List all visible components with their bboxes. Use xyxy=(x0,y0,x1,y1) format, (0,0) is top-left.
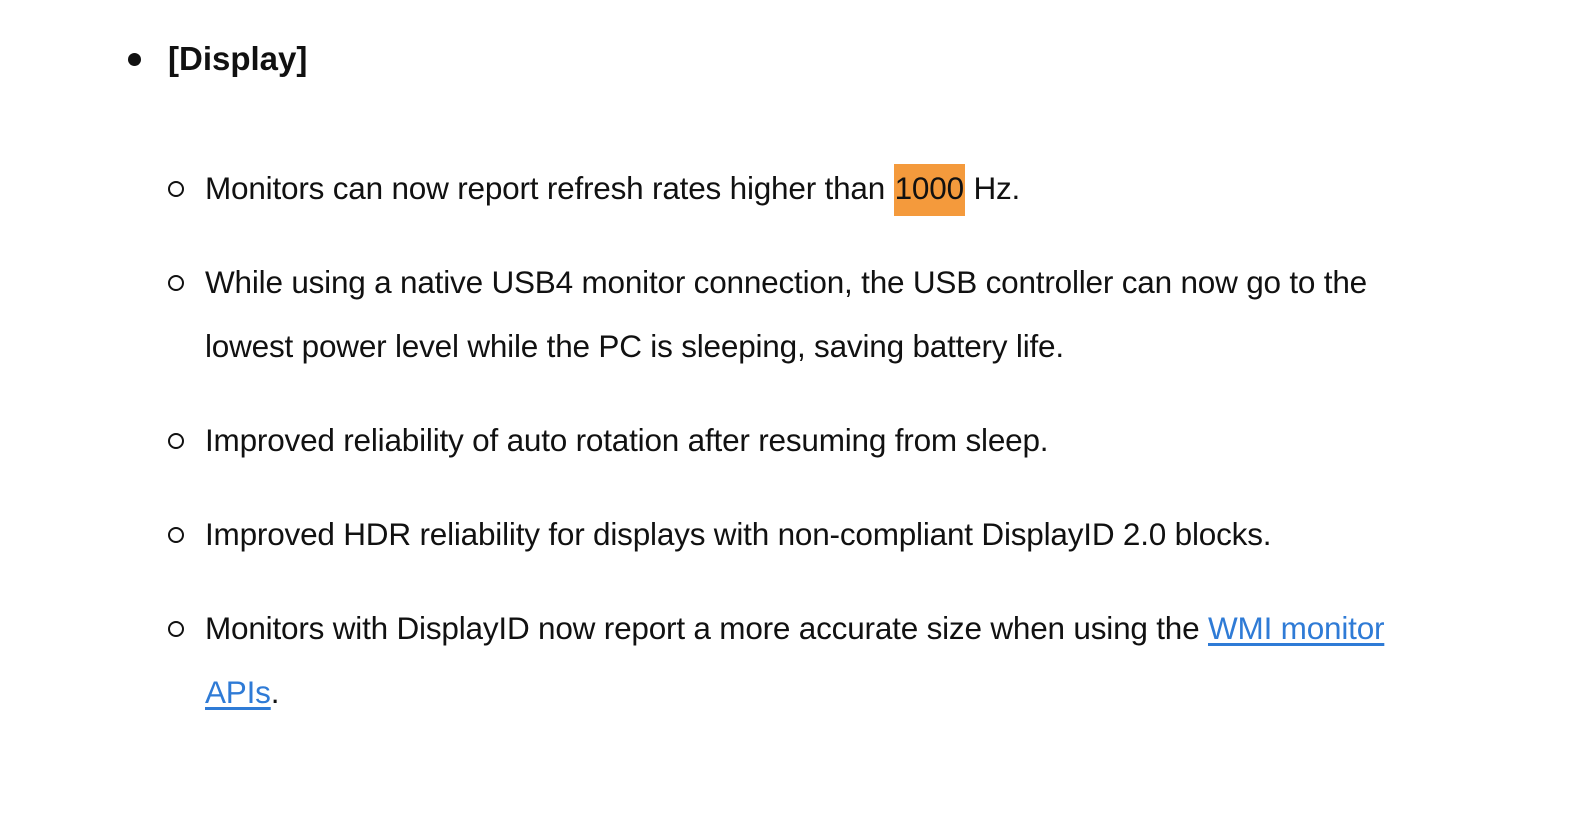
circle-bullet-icon xyxy=(168,275,184,291)
item-text: Monitors can now report refresh rates hi… xyxy=(205,170,894,206)
item-text: While using a native USB4 monitor connec… xyxy=(205,264,1367,364)
item-text: Improved HDR reliability for displays wi… xyxy=(205,516,1272,552)
display-changes-list: Monitors can now report refresh rates hi… xyxy=(164,156,1454,754)
item-text-end: . xyxy=(270,674,280,710)
section-title: [Display] xyxy=(168,40,308,77)
item-text-end: Hz. xyxy=(964,170,1021,206)
bullet-icon xyxy=(128,52,141,66)
list-item: Monitors with DisplayID now report a mor… xyxy=(164,596,1454,724)
circle-bullet-icon xyxy=(168,527,184,543)
circle-bullet-icon xyxy=(168,181,184,197)
circle-bullet-icon xyxy=(168,621,184,637)
circle-bullet-icon xyxy=(168,433,184,449)
wmi-monitor-apis-link[interactable]: WMI monitor APIs xyxy=(205,610,1385,710)
item-text: Improved reliability of auto rotation af… xyxy=(205,422,1049,458)
list-item: While using a native USB4 monitor connec… xyxy=(164,250,1454,378)
list-item: Monitors can now report refresh rates hi… xyxy=(164,156,1454,220)
section-heading: [Display] xyxy=(128,40,307,78)
search-highlight: 1000 xyxy=(893,164,965,216)
list-item: Improved reliability of auto rotation af… xyxy=(164,408,1454,472)
list-item: Improved HDR reliability for displays wi… xyxy=(164,502,1454,566)
item-text: Monitors with DisplayID now report a mor… xyxy=(205,610,1208,646)
